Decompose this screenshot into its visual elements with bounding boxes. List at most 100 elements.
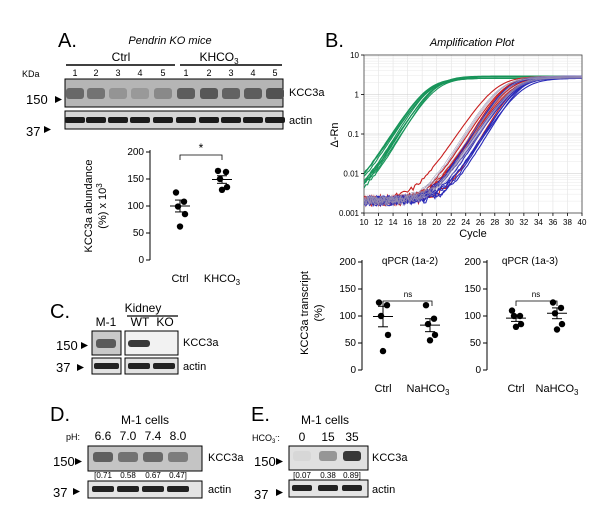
plot-a-ylabel-1: KCC3a abundance (83, 160, 95, 253)
qpcr1-point (384, 331, 392, 339)
kcc3a-band (200, 88, 218, 99)
qpcr2-point (512, 323, 520, 330)
mw-marker-37-e (276, 489, 283, 496)
panel-c-letter: C. (50, 301, 70, 323)
plot-a-xcat-ctrl: Ctrl (171, 273, 188, 285)
amp-curve (364, 77, 582, 206)
amp-xtick-label: 18 (418, 218, 427, 227)
kcc3a-band (143, 452, 163, 462)
qpcr2-sig-bracket (515, 300, 558, 306)
panel-b-letter: B. (325, 30, 344, 52)
qpcr1-ytick-label: 100 (339, 311, 356, 322)
actin-band (342, 485, 362, 491)
ratio-value: [0.71 (94, 471, 112, 480)
actin-band (130, 117, 150, 123)
plot-a-ytick-label: 200 (127, 147, 144, 158)
kcc3a-band (93, 452, 113, 462)
actin-band (292, 485, 312, 491)
actin-band (117, 486, 139, 492)
blot-c-m1-actin-band (94, 363, 119, 369)
kcc3a-band (222, 88, 240, 99)
lane-number: 2 (93, 68, 98, 78)
blot-e-actin-label: actin (372, 484, 395, 496)
amp-yticks: 10 1 0.1 0.01 0.001 (339, 51, 364, 218)
lane-number: 1 (183, 68, 188, 78)
kcc3a-band (293, 451, 311, 461)
mw-150-a: 150 (26, 92, 48, 107)
blot-d-kcc3a-label: KCC3a (208, 452, 244, 464)
amp-curve (364, 75, 582, 205)
actin-band (199, 117, 219, 123)
plot-a-point (214, 167, 222, 175)
amp-xtick-label: 26 (476, 218, 485, 227)
mw-150-c: 150 (56, 338, 78, 353)
ph-value: 7.0 (120, 429, 137, 443)
kcc3a-band (319, 451, 337, 461)
amp-xtick-label: 34 (534, 218, 543, 227)
blot-a-actin-label: actin (289, 115, 312, 127)
mw-marker-37-c (77, 364, 84, 371)
qpcr2-ytick-label: 50 (470, 338, 482, 349)
lane-number: 1 (72, 68, 77, 78)
qpcr1-title: qPCR (1a-2) (382, 256, 438, 267)
blot-d-kcc3a-bands (93, 452, 188, 462)
qpcr1-point (375, 299, 383, 306)
actin-band (92, 486, 114, 492)
amp-title: Amplification Plot (429, 37, 515, 49)
kcc3a-band (266, 88, 284, 99)
amp-ylabel: Δ-Rn (329, 122, 341, 147)
plot-a-point (181, 210, 189, 218)
lane-number: 4 (137, 68, 142, 78)
kcc3a-band (154, 88, 172, 99)
actin-band (318, 485, 338, 491)
panel-e-ratios: [0.07 0.38 0.89] (293, 471, 361, 480)
kcc3a-band (66, 88, 84, 99)
blot-d-actin-bands (92, 486, 189, 492)
lane-number: 2 (206, 68, 211, 78)
plot-a-sig-bracket (179, 154, 223, 160)
hco3-conc: 15 (321, 430, 335, 444)
qpcr1-point (379, 347, 387, 355)
qpcr1-ytick-label: 150 (339, 284, 356, 295)
panel-a-letter: A. (58, 30, 77, 52)
panel-a-title: Pendrin KO mice (128, 35, 211, 47)
panel-d-ph-label: pH: (66, 432, 80, 442)
mw-150-e: 150 (254, 454, 276, 469)
mw-150-d: 150 (53, 454, 75, 469)
mw-marker-150-a (55, 96, 62, 103)
amp-ytick-label: 1 (355, 91, 360, 100)
qpcr2-point (516, 312, 524, 320)
ph-value: 6.6 (95, 429, 112, 443)
qpcr2-point (508, 307, 516, 314)
qpcr2-title: qPCR (1a-3) (502, 256, 558, 267)
qpcr1-point (422, 302, 430, 309)
amp-xticks: 10 12 14 16 18 20 22 24 26 28 30 32 34 36 38 40 (360, 213, 587, 227)
qpcr-ylabel-2: (%) (313, 304, 325, 321)
qpcr1-point (431, 331, 439, 339)
plot-a-ylabel-2: (%) x 103 (95, 183, 109, 229)
blot-a-actin-bands (65, 117, 285, 123)
panel-d-letter: D. (50, 404, 70, 426)
amp-xtick-label: 14 (389, 218, 398, 227)
mw-37-e: 37 (254, 487, 268, 502)
amp-curves (364, 75, 582, 208)
ratio-value: 0.47] (169, 471, 187, 480)
qpcr2-point (549, 299, 557, 306)
plot-a-marks (170, 167, 232, 230)
panel-e-letter: E. (251, 404, 270, 426)
ratio-value: 0.67 (145, 471, 161, 480)
ph-value: 7.4 (145, 429, 162, 443)
kcc3a-band (343, 451, 361, 461)
kcc3a-band (118, 452, 138, 462)
amp-xtick-label: 12 (374, 218, 383, 227)
amp-curve (364, 77, 582, 174)
qpcr2-ytick-label: 200 (464, 257, 481, 268)
actin-band (153, 117, 173, 123)
hco3-conc: 35 (345, 430, 359, 444)
qpcr2-point (558, 320, 566, 328)
qpcr2-sig-label: ns (532, 290, 540, 299)
mw-marker-150-c (81, 342, 88, 349)
lane-number: 5 (272, 68, 277, 78)
amp-xtick-label: 28 (490, 218, 499, 227)
kcc3a-band (244, 88, 262, 99)
